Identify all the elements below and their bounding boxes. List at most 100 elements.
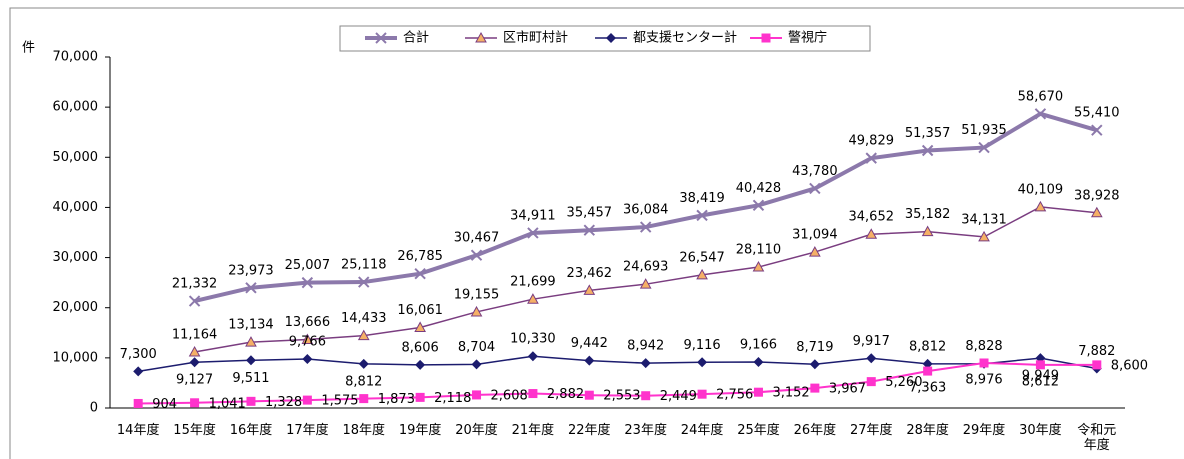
x-tick-label: 17年度 — [286, 423, 329, 438]
data-label: 5,260 — [885, 375, 922, 390]
data-label: 40,109 — [1018, 182, 1064, 197]
data-label: 36,084 — [623, 203, 669, 218]
data-label: 38,419 — [679, 191, 725, 206]
data-label: 7,300 — [120, 347, 157, 362]
data-label: 9,511 — [232, 371, 269, 386]
data-point — [245, 336, 257, 347]
y-tick-label: 50,000 — [53, 150, 99, 165]
data-label: 8,976 — [965, 372, 1002, 387]
data-point — [866, 353, 877, 364]
y-tick-label: 10,000 — [53, 350, 99, 365]
data-point — [865, 228, 878, 239]
legend-label: 警視庁 — [788, 30, 827, 46]
data-point — [921, 225, 934, 237]
x-tick-label: 30年度 — [1019, 423, 1062, 438]
data-label: 58,670 — [1018, 89, 1064, 104]
data-point — [301, 333, 314, 344]
data-point — [641, 391, 651, 401]
data-point — [472, 390, 482, 400]
data-label: 26,785 — [397, 249, 443, 264]
data-label: 1,041 — [209, 396, 246, 411]
data-point — [810, 383, 820, 393]
data-label: 34,911 — [510, 208, 556, 223]
data-point — [866, 377, 876, 387]
data-label: 19,155 — [454, 287, 500, 302]
data-label: 35,457 — [567, 206, 613, 221]
data-label: 49,829 — [849, 134, 895, 149]
x-tick-label: 令和元年度 — [1077, 423, 1117, 453]
x-tick-label: 21年度 — [511, 423, 555, 438]
data-point — [188, 295, 201, 307]
data-label: 904 — [152, 397, 177, 412]
data-point — [470, 305, 483, 317]
data-label: 51,357 — [905, 126, 951, 141]
legend-marker — [761, 33, 771, 43]
data-point — [188, 345, 201, 357]
data-label: 9,116 — [683, 338, 720, 353]
data-point — [189, 357, 200, 368]
data-point — [696, 268, 708, 280]
data-point — [1034, 108, 1047, 120]
data-label: 25,118 — [341, 258, 387, 273]
data-label: 2,756 — [716, 388, 753, 403]
data-point — [584, 390, 594, 400]
chart-frame — [9, 7, 1184, 459]
x-tick-label: 27年度 — [849, 423, 893, 438]
data-label: 28,110 — [736, 243, 782, 258]
data-label: 13,134 — [228, 318, 274, 333]
legend-label: 合計 — [403, 30, 429, 46]
data-label: 2,449 — [660, 389, 697, 404]
data-label: 35,182 — [905, 207, 951, 222]
data-label: 2,608 — [491, 388, 528, 403]
data-label: 9,442 — [571, 336, 608, 351]
data-label: 43,780 — [792, 164, 838, 179]
data-point — [527, 227, 539, 239]
data-point — [583, 284, 596, 295]
legend-marker — [475, 31, 487, 43]
data-label: 9,917 — [853, 334, 890, 349]
y-tick-label: 70,000 — [53, 50, 99, 65]
data-point — [978, 230, 990, 242]
data-label: 21,699 — [510, 275, 556, 290]
data-label: 2,553 — [603, 389, 640, 404]
data-point — [528, 389, 538, 399]
data-point — [301, 276, 314, 289]
data-point — [1091, 124, 1103, 136]
data-point — [752, 261, 765, 272]
data-label: 1,873 — [378, 392, 415, 407]
y-tick-label: 60,000 — [53, 100, 99, 115]
data-point — [245, 355, 256, 366]
data-label: 8,719 — [796, 340, 833, 355]
data-label: 7,882 — [1078, 344, 1115, 359]
data-point — [753, 387, 763, 397]
data-point — [697, 357, 708, 368]
x-tick-label: 28年度 — [906, 423, 949, 438]
data-label: 2,118 — [434, 391, 471, 406]
data-label: 55,410 — [1074, 106, 1120, 121]
data-point — [357, 329, 370, 341]
data-point — [470, 249, 483, 261]
data-label: 34,652 — [849, 210, 895, 225]
data-label: 30,467 — [454, 231, 500, 246]
data-label: 34,131 — [961, 212, 1007, 227]
data-label: 51,935 — [961, 123, 1007, 138]
data-label: 9,766 — [289, 335, 326, 350]
x-tick-label: 20年度 — [455, 423, 498, 438]
data-point — [415, 359, 426, 370]
legend-marker — [375, 32, 387, 44]
data-label: 31,094 — [792, 228, 838, 243]
data-point — [922, 358, 933, 369]
data-point — [1034, 200, 1047, 212]
data-label: 38,928 — [1074, 188, 1120, 203]
data-label: 3,152 — [772, 386, 809, 401]
data-label: 24,693 — [623, 260, 669, 275]
data-point — [359, 394, 369, 404]
x-tick-label: 16年度 — [229, 423, 273, 438]
data-label: 2,882 — [547, 387, 584, 402]
y-tick-label: 30,000 — [53, 250, 99, 265]
data-label: 1,575 — [321, 394, 358, 409]
data-label: 8,704 — [458, 340, 495, 355]
data-point — [1035, 360, 1045, 370]
